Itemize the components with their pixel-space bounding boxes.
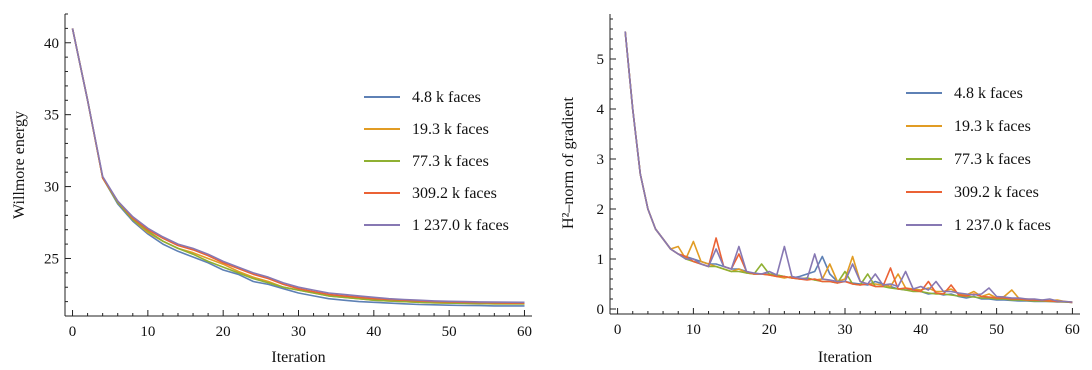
x-tick-label: 60 <box>1065 322 1080 338</box>
y-tick-label: 1 <box>597 252 605 268</box>
y-tick-label: 25 <box>44 251 59 267</box>
x-tick-label: 20 <box>762 322 777 338</box>
legend-label: 19.3 k faces <box>954 118 1031 135</box>
x-tick-label: 40 <box>913 322 928 338</box>
legend-label: 1 237.0 k faces <box>412 217 509 234</box>
x-tick-label: 40 <box>366 324 381 340</box>
x-tick-label: 50 <box>989 322 1004 338</box>
y-tick-label: 40 <box>44 36 59 52</box>
x-axis-label: Iteration <box>818 349 872 366</box>
x-tick-label: 10 <box>140 324 155 340</box>
series-line-5 <box>624 31 1073 303</box>
x-tick-label: 10 <box>686 322 701 338</box>
legend-label: 1 237.0 k faces <box>954 217 1051 234</box>
x-tick-label: 60 <box>517 324 532 340</box>
x-tick-label: 20 <box>216 324 231 340</box>
legend-label: 77.3 k faces <box>954 151 1031 168</box>
legend-label: 309.2 k faces <box>412 185 497 202</box>
willmore-energy-chart: 0 10 20 30 40 50 60 25 30 35 40 4.8 k faces 19.3 k f… <box>11 13 532 366</box>
legend-label: 77.3 k faces <box>412 153 489 170</box>
y-axis-label: Willmore energy <box>11 111 28 219</box>
series-line-5 <box>71 28 525 304</box>
x-tick-label: 0 <box>69 324 77 340</box>
y-tick-label: 0 <box>597 302 605 318</box>
y-tick-label: 3 <box>597 152 605 168</box>
x-tick-label: 30 <box>838 322 853 338</box>
y-tick-label: 30 <box>44 180 59 196</box>
legend-label: 19.3 k faces <box>412 121 489 138</box>
y-axis-label: H²–norm of gradient <box>560 97 577 229</box>
series-line-1 <box>71 28 525 307</box>
x-tick-label: 50 <box>442 324 457 340</box>
y-tick-label: 35 <box>44 108 59 124</box>
legend-label: 4.8 k faces <box>412 89 481 106</box>
gradient-norm-chart: 0 10 20 30 40 50 60 0 1 2 3 4 5 4.8 k faces 19.3 k fac… <box>560 14 1080 366</box>
y-tick-label: 5 <box>597 52 605 68</box>
x-tick-label: 30 <box>291 324 306 340</box>
series-line-3 <box>71 28 525 305</box>
legend-label: 309.2 k faces <box>954 184 1039 201</box>
x-axis-label: Iteration <box>271 349 325 366</box>
x-tick-label: 0 <box>614 322 622 338</box>
legend-label: 4.8 k faces <box>954 85 1023 102</box>
y-tick-label: 4 <box>597 102 605 118</box>
y-tick-label: 2 <box>597 202 605 218</box>
